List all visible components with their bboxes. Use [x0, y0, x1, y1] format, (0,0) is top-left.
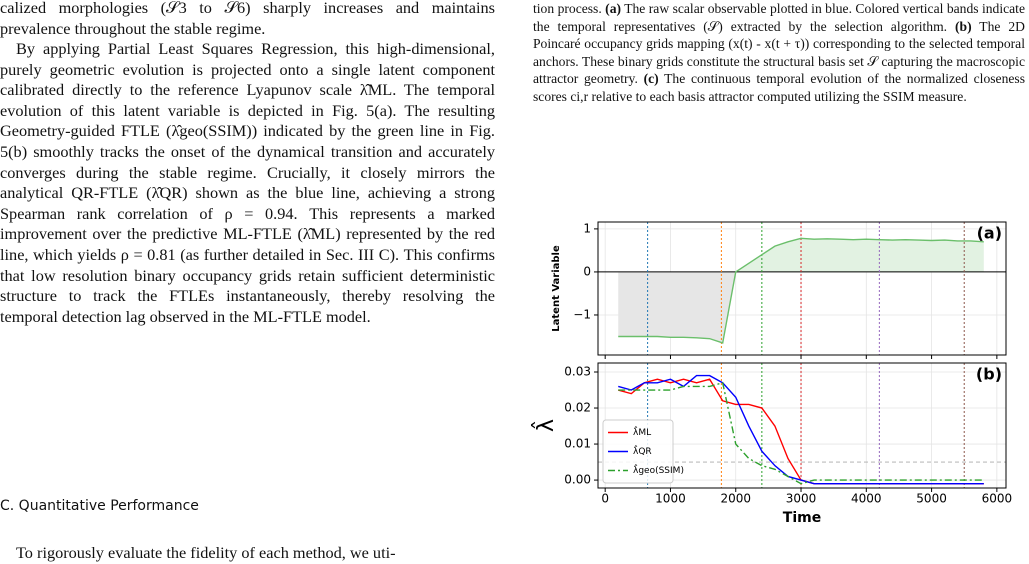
y-tick-label: 0: [583, 264, 591, 278]
y-tick-label: −1: [573, 307, 591, 321]
x-tick-label: 5000: [916, 492, 947, 506]
area: [618, 271, 984, 343]
caption-label: (a): [605, 1, 622, 16]
axes-frame: [597, 221, 1007, 356]
legend-label: λ̂ML: [633, 425, 651, 438]
series-line: [618, 374, 984, 485]
paragraph: By applying Partial Least Squares Regres…: [0, 39, 495, 326]
caption-text: The 2D Poincaré occupancy grids mapping …: [533, 18, 1025, 87]
series-line: [618, 237, 984, 344]
x-tick-label: 4000: [851, 492, 882, 506]
y-tick-label: 0.03: [564, 365, 591, 379]
panel-label: (a): [977, 224, 1002, 243]
series-line: [618, 381, 984, 485]
caption-text: The raw scalar observable plotted in blu…: [533, 1, 1025, 34]
y-tick-label: 1: [583, 221, 591, 235]
caption-text: tion process.: [533, 1, 606, 16]
caption-label: (b): [955, 18, 972, 34]
x-tick-label: 6000: [982, 492, 1013, 506]
y-tick-label: 0.00: [564, 473, 591, 487]
paragraph: To rigorously evaluate the fidelity of e…: [16, 543, 396, 562]
section-heading: C. Quantitative Performance: [0, 498, 199, 514]
panel-label: (b): [976, 365, 1002, 384]
x-tick-label: 1000: [655, 492, 686, 506]
area: [735, 238, 984, 272]
y-tick-label: 0.01: [564, 437, 591, 451]
x-tick-label: 3000: [786, 492, 817, 506]
x-tick-label: 0: [601, 492, 609, 506]
x-tick-label: 2000: [720, 492, 751, 506]
caption-label: (c): [643, 71, 659, 87]
y-axis-label: Latent Variable: [551, 245, 562, 332]
y-tick-label: 0.02: [564, 401, 591, 415]
paragraph: calized morphologies (𝒮3 to 𝒮6) sharply …: [0, 0, 495, 38]
caption-text: The continuous temporal evolution of the…: [533, 71, 1025, 104]
axes-frame: [597, 362, 1007, 489]
figure-caption: tion process. (a) The raw scalar observa…: [533, 0, 1025, 106]
legend-label: λ̂geo(SSIM): [633, 463, 684, 476]
y-axis-label: λ̂: [532, 419, 559, 432]
legend-label: λ̂QR: [633, 444, 652, 457]
legend-box: [602, 419, 674, 484]
x-axis-label: Time: [783, 510, 821, 526]
